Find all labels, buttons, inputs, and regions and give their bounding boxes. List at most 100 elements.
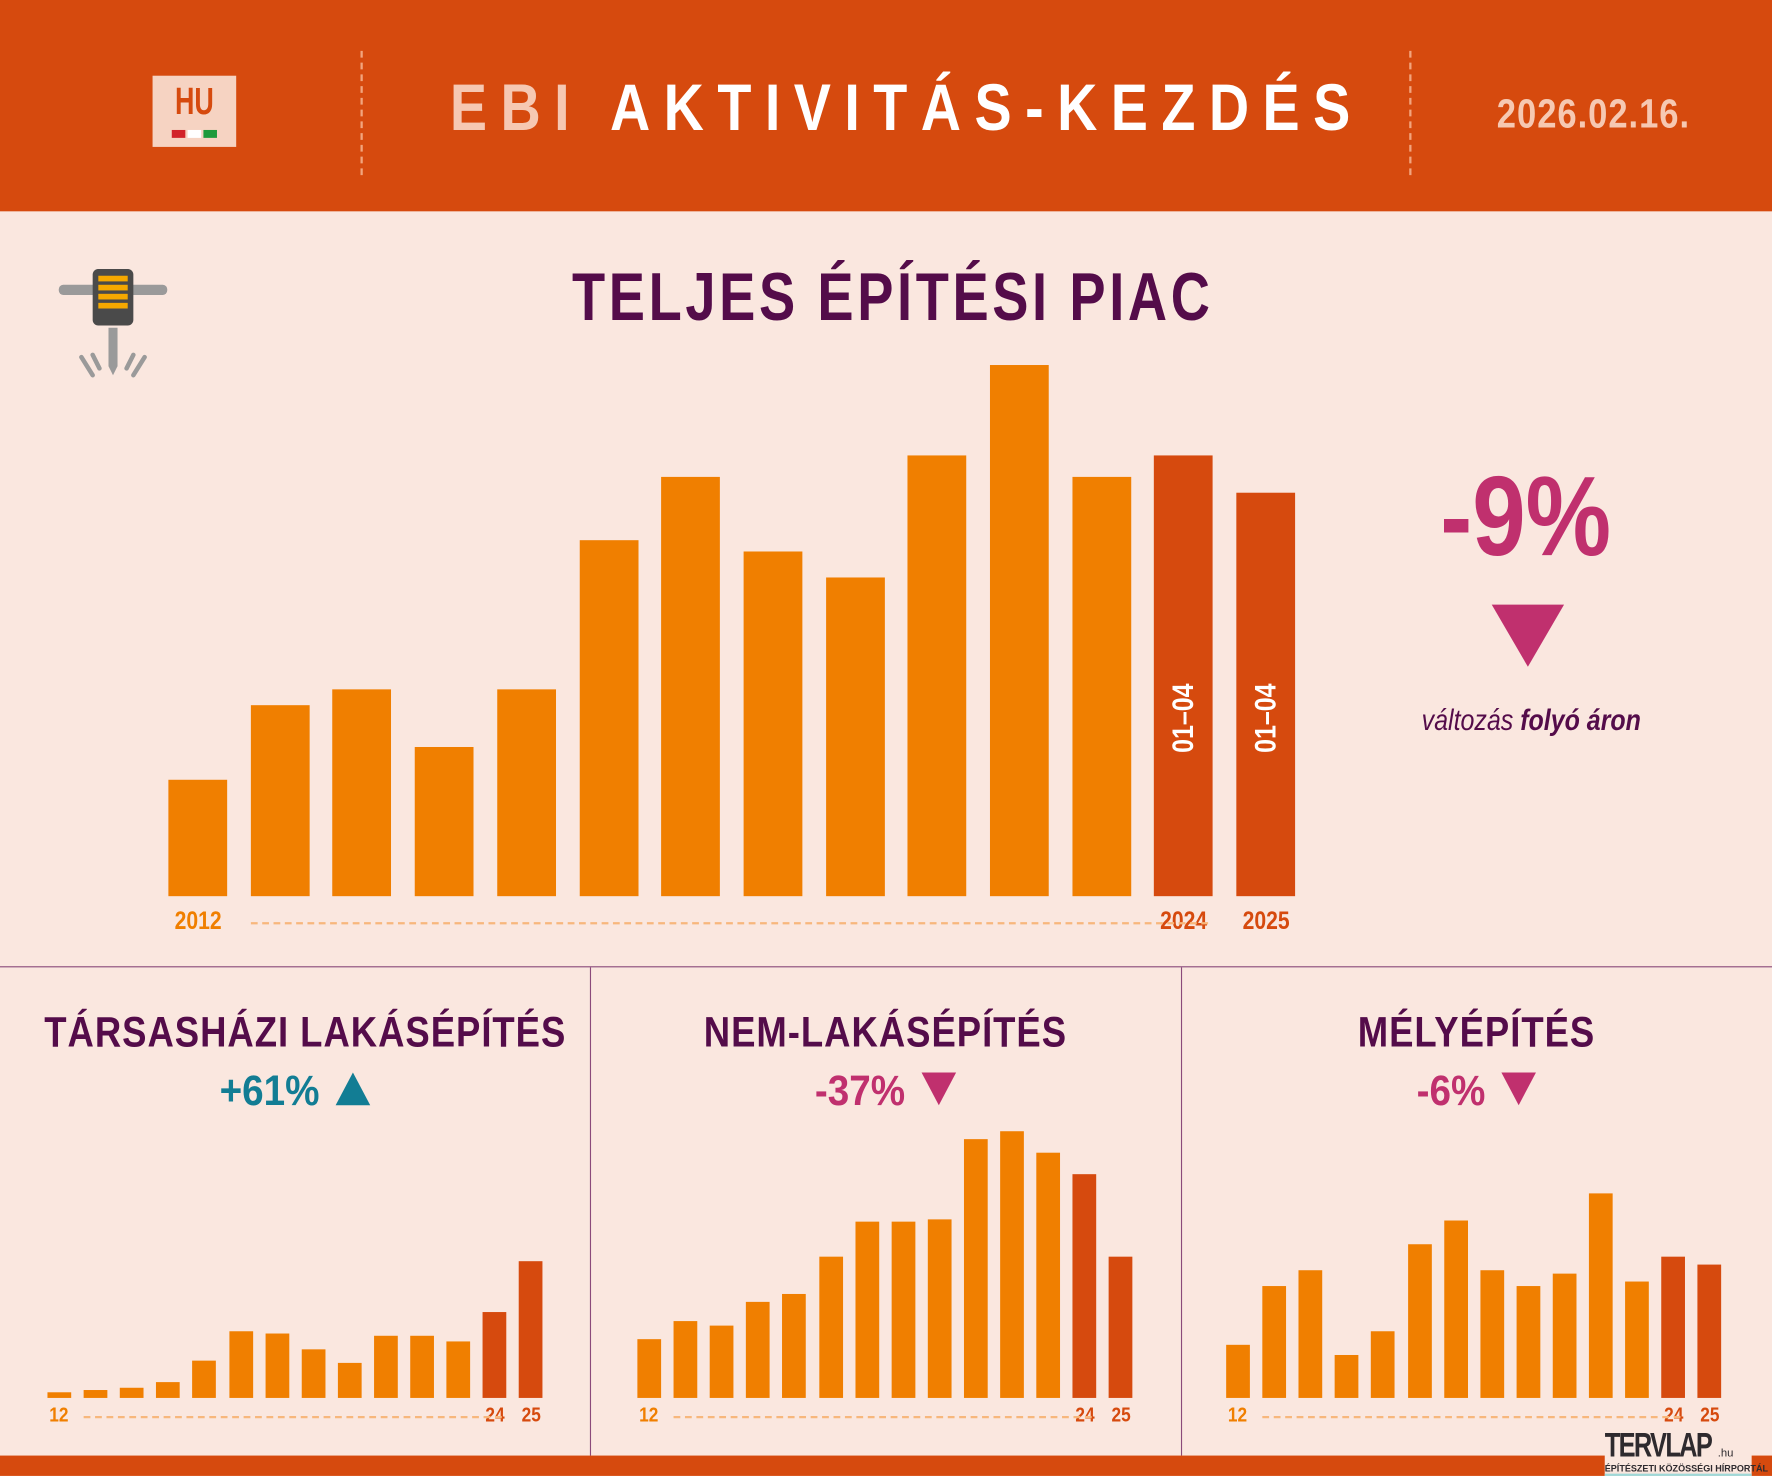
bar-2023 xyxy=(1072,476,1131,897)
bar-14 xyxy=(120,1387,144,1398)
panel-change-tarsashazi: +61% xyxy=(29,1068,560,1117)
caption-prefix: változás xyxy=(1421,702,1521,737)
header-divider xyxy=(360,50,363,176)
x-axis-dashed-line xyxy=(1262,1416,1681,1419)
bar-17 xyxy=(818,1256,843,1398)
bar-16 xyxy=(1371,1331,1395,1398)
caption-bold: folyó áron xyxy=(1520,702,1641,737)
bar-21 xyxy=(373,1336,398,1398)
main-chart: 01–04 01–04 2012 2024 2025 xyxy=(168,365,1296,935)
bar-25 xyxy=(519,1261,543,1398)
x-tick-label: 2024 xyxy=(1160,906,1208,935)
bar-17 xyxy=(228,1330,253,1398)
bar-15 xyxy=(156,1381,181,1398)
title-prefix: EBI xyxy=(449,71,584,145)
bar-13 xyxy=(1262,1286,1287,1398)
change-value: +61% xyxy=(219,1067,320,1116)
header-bar xyxy=(0,0,1772,212)
bar-17 xyxy=(1407,1243,1432,1398)
title-main: AKTIVITÁS-KEZDÉS xyxy=(609,71,1364,145)
header-divider xyxy=(1409,50,1412,176)
panel-divider xyxy=(589,967,592,1456)
bar-12 xyxy=(47,1392,72,1398)
bar-15 xyxy=(746,1301,770,1398)
page-title: EBI AKTIVITÁS-KEZDÉS xyxy=(449,70,1350,146)
panel-title-melyepites: MÉLYÉPÍTÉS xyxy=(1357,1009,1596,1057)
bar-2024 xyxy=(1154,455,1214,897)
bar-14 xyxy=(1298,1270,1323,1398)
bar-19 xyxy=(1480,1270,1504,1398)
bar-2018 xyxy=(661,476,721,897)
triangle-down-icon xyxy=(1501,1072,1537,1106)
footer-bar xyxy=(0,1455,1772,1476)
change-value: -9% xyxy=(1440,453,1612,580)
bar-25 xyxy=(1697,1265,1722,1398)
main-chart-title: TELJES ÉPÍTÉSI PIAC xyxy=(572,258,1214,335)
section-divider xyxy=(0,966,1772,968)
x-tick-label: 25 xyxy=(1699,1403,1720,1427)
panel-change-melyepites: -6% xyxy=(1211,1068,1743,1117)
bar-2017 xyxy=(579,540,638,897)
bar-2025 xyxy=(1236,492,1296,897)
bar-12 xyxy=(637,1339,662,1398)
bar-13 xyxy=(83,1389,108,1398)
jackhammer-icon xyxy=(58,268,168,378)
panel-title-nem-lakas: NEM-LAKÁSÉPÍTÉS xyxy=(703,1009,1068,1057)
bar-22 xyxy=(1588,1193,1613,1398)
bar-16 xyxy=(782,1293,807,1398)
x-tick-label: 24 xyxy=(1074,1403,1095,1427)
panel-change-nem-lakas: -37% xyxy=(619,1068,1151,1117)
triangle-down-icon xyxy=(921,1072,956,1106)
bar-15 xyxy=(1334,1355,1359,1398)
tervlap-logo: TERVLAP .hu ÉPÍTÉSZETI KÖZÖSSÉGI HÍRPORT… xyxy=(1604,1427,1768,1476)
bar-2014 xyxy=(332,689,392,897)
flag-white-icon xyxy=(187,129,202,138)
bar-23 xyxy=(1625,1281,1649,1398)
flag-red-icon xyxy=(171,129,186,138)
bar-2021 xyxy=(907,455,967,897)
bar-16 xyxy=(192,1360,217,1398)
bar-21 xyxy=(963,1139,988,1398)
bar-2020 xyxy=(825,577,885,897)
bar-21 xyxy=(1552,1273,1577,1398)
bar-18 xyxy=(265,1333,289,1398)
bar-2015 xyxy=(414,747,474,897)
date: 2026.02.16. xyxy=(1496,90,1691,137)
x-tick-label: 2025 xyxy=(1242,906,1290,935)
bar-23 xyxy=(446,1341,471,1398)
change-value: -6% xyxy=(1416,1067,1486,1116)
bar-20 xyxy=(337,1363,362,1398)
panel-divider xyxy=(1180,967,1183,1456)
bar-23 xyxy=(1036,1152,1061,1398)
bar-2012 xyxy=(168,779,228,897)
x-tick-label: 12 xyxy=(1228,1403,1248,1427)
change-caption: változás folyó áron xyxy=(1392,703,1671,738)
x-axis-dashed-line xyxy=(673,1416,1092,1419)
bar-18 xyxy=(1443,1219,1468,1398)
bar-24 xyxy=(1661,1257,1686,1398)
panel-title-tarsashazi: TÁRSASHÁZI LAKÁSÉPÍTÉS xyxy=(44,1009,567,1057)
x-tick-label: 12 xyxy=(49,1403,69,1427)
bar-14 xyxy=(709,1325,734,1398)
bar-2013 xyxy=(250,704,310,897)
bar-19 xyxy=(301,1349,326,1398)
hu-badge: HU xyxy=(152,75,237,147)
logo-name: TERVLAP xyxy=(1604,1427,1713,1465)
bar-22 xyxy=(410,1336,434,1398)
x-axis-dashed-line xyxy=(250,922,1209,925)
bar-2022 xyxy=(989,365,1049,897)
triangle-up-icon xyxy=(335,1072,371,1106)
bar-12 xyxy=(1226,1344,1250,1398)
bar-2019 xyxy=(743,550,803,897)
x-tick-label: 12 xyxy=(639,1403,659,1427)
x-tick-label: 25 xyxy=(1111,1403,1131,1427)
change-value: -37% xyxy=(814,1067,906,1116)
triangle-down-icon xyxy=(1491,604,1565,667)
bar-19 xyxy=(891,1221,916,1398)
hu-badge-label: HU xyxy=(174,80,214,124)
bar-24 xyxy=(482,1312,507,1398)
x-tick-label: 2012 xyxy=(174,906,222,935)
flag-green-icon xyxy=(203,129,217,138)
